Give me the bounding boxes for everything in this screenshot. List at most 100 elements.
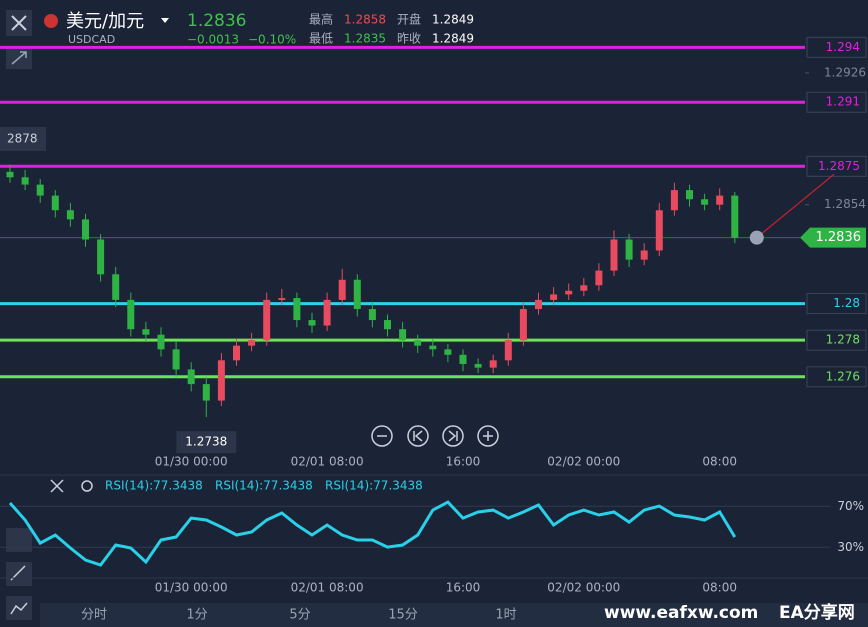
- candle-body: [308, 320, 316, 326]
- candle-body: [36, 184, 44, 196]
- candle-body: [701, 199, 709, 205]
- candle-body: [293, 298, 301, 321]
- y-tick-label: 1.2926: [824, 65, 866, 79]
- candle-body: [66, 210, 74, 220]
- candle-body: [263, 299, 271, 341]
- crosshair-label: 2878: [7, 132, 38, 146]
- candle-body: [353, 279, 361, 310]
- tool-button[interactable]: [6, 562, 32, 586]
- candle-body: [625, 239, 633, 260]
- low-label: 1.2738: [185, 435, 227, 449]
- tab[interactable]: 5分: [289, 608, 310, 623]
- candle-body: [519, 309, 527, 341]
- candle-body: [338, 279, 346, 300]
- candle-body: [127, 299, 135, 330]
- last-price-box: [800, 227, 866, 248]
- candle-body: [731, 195, 739, 238]
- candle-body: [670, 190, 678, 211]
- candle-body: [459, 354, 467, 364]
- prev-button[interactable]: [407, 425, 429, 447]
- candle-body: [51, 195, 59, 211]
- candle-body: [716, 195, 724, 205]
- change: −0.0013: [187, 33, 239, 47]
- indicator-settings[interactable]: [81, 480, 93, 492]
- price: 1.2836: [187, 11, 246, 31]
- x-tick-label: 01/30 00:00: [155, 455, 228, 469]
- level-label: 1.294: [826, 40, 860, 54]
- level-label: 1.276: [826, 369, 860, 383]
- legend-label: RSI(14):77.3438: [105, 479, 203, 493]
- level-box: [806, 366, 867, 388]
- stat-value: 1.2849: [432, 13, 474, 27]
- y-tick-label: 30%: [837, 540, 864, 554]
- x-tick-label: 08:00: [702, 581, 737, 595]
- candle-body: [6, 171, 14, 178]
- dropdown-arrow[interactable]: [161, 18, 169, 23]
- candle-body: [233, 345, 240, 361]
- level-label: 1.291: [826, 95, 860, 109]
- symbol: USDCAD: [68, 33, 115, 46]
- tab[interactable]: 1分: [186, 608, 207, 623]
- candle-body: [21, 177, 29, 185]
- x-tick-label: 02/01 08:00: [291, 581, 364, 595]
- stat-label: 最低: [309, 32, 333, 46]
- last-price-label: 1.2836: [816, 230, 862, 245]
- level-label: 1.2875: [818, 159, 860, 173]
- zoom-out-button[interactable]: [371, 425, 393, 447]
- close-icon: [11, 15, 27, 31]
- candle-body: [142, 329, 150, 335]
- candle-body: [610, 239, 618, 271]
- zoom-in-button[interactable]: [477, 425, 499, 447]
- candle-body: [565, 290, 573, 295]
- crosshair-box: [0, 127, 46, 151]
- candle-body: [580, 285, 588, 291]
- tool-button[interactable]: [6, 528, 32, 552]
- candle-body: [474, 363, 482, 368]
- tab[interactable]: 15分: [388, 608, 418, 623]
- candle-body: [535, 299, 542, 310]
- candle-body: [550, 294, 558, 300]
- info-marker: [749, 230, 764, 245]
- rsi-line: [8, 500, 737, 567]
- watermark: EA分享网: [779, 602, 855, 623]
- x-tick-label: 02/01 08:00: [291, 455, 364, 469]
- stat-value: 1.2858: [344, 13, 386, 27]
- level-label: 1.278: [826, 333, 860, 347]
- legend-label: RSI(14):77.3438: [215, 479, 313, 493]
- candle-body: [172, 349, 180, 370]
- x-tick-label: 16:00: [446, 581, 481, 595]
- candle-body: [97, 239, 105, 275]
- candle-body: [595, 270, 603, 286]
- low-box: [176, 431, 237, 454]
- level-label: 1.28: [833, 296, 860, 310]
- stat-value: 1.2835: [344, 32, 386, 46]
- candle-body: [429, 345, 437, 350]
- candle-body: [489, 360, 497, 368]
- stat-label: 开盘: [397, 12, 421, 27]
- tab[interactable]: 1时: [495, 608, 516, 623]
- candle-body: [655, 210, 663, 251]
- level-box: [806, 91, 867, 113]
- indicator-close[interactable]: [50, 479, 64, 493]
- candle-body: [414, 340, 422, 346]
- candle-body: [384, 320, 391, 330]
- candle-body: [444, 349, 452, 355]
- candle-body: [187, 369, 195, 385]
- candle-body: [323, 299, 331, 326]
- next-button[interactable]: [442, 425, 464, 447]
- x-tick-label: 08:00: [702, 455, 737, 469]
- candle-body: [504, 340, 512, 361]
- y-tick-label: 70%: [837, 499, 864, 513]
- candle-body: [248, 340, 256, 346]
- candle-body: [368, 309, 376, 321]
- change-pct: −0.10%: [248, 33, 296, 47]
- level-box: [806, 155, 867, 177]
- stat-label: 最高: [309, 12, 333, 27]
- tab-bar: [40, 603, 868, 627]
- candle-body: [686, 190, 693, 200]
- candle-body: [82, 219, 89, 240]
- tab[interactable]: 分时: [81, 608, 107, 623]
- stat-label: 昨收: [397, 32, 421, 46]
